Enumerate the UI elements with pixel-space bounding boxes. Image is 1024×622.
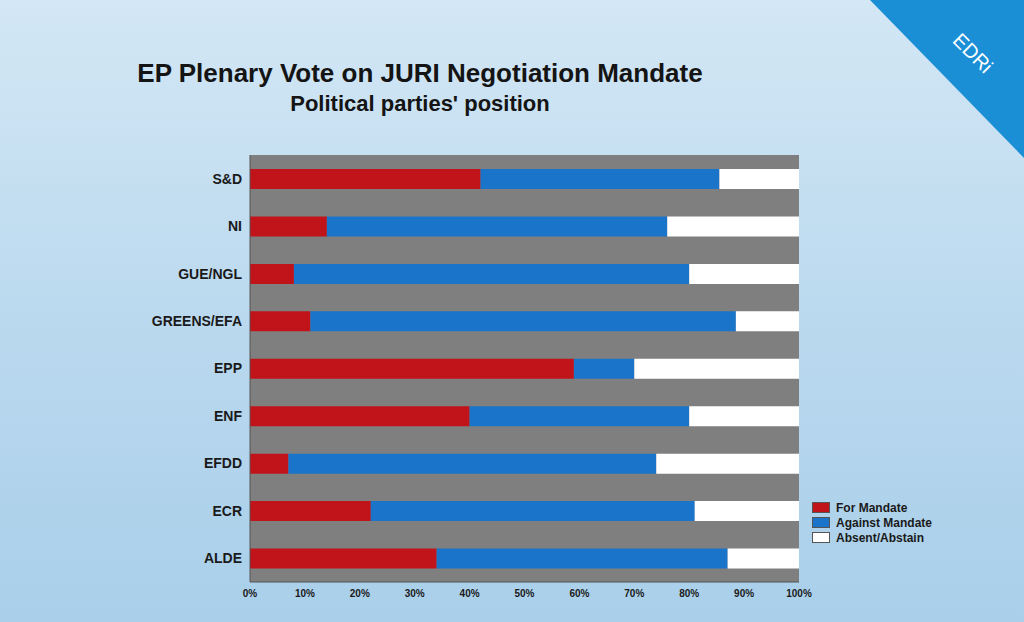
svg-text:NI: NI [228, 218, 242, 234]
svg-text:40%: 40% [460, 588, 480, 599]
svg-text:EPP: EPP [214, 360, 242, 376]
svg-text:70%: 70% [624, 588, 644, 599]
html-text:EP Plenary Vote on JURI Negoti: EP Plenary Vote on JURI Negotiation Mand… [137, 58, 703, 88]
html-text:Political parties' position: Political parties' position [290, 91, 550, 116]
svg-text:ALDE: ALDE [204, 550, 242, 566]
svg-text:10%: 10% [295, 588, 315, 599]
svg-text:50%: 50% [514, 588, 534, 599]
svg-text:30%: 30% [405, 588, 425, 599]
svg-text:EDRi: EDRi [949, 29, 998, 78]
svg-text:ENF: ENF [214, 408, 242, 424]
svg-text:80%: 80% [679, 588, 699, 599]
svg-text:S&D: S&D [212, 171, 242, 187]
svg-text:90%: 90% [734, 588, 754, 599]
svg-text:GREENS/EFA: GREENS/EFA [152, 313, 242, 329]
svg-text:EFDD: EFDD [204, 455, 242, 471]
svg-text:GUE/NGL: GUE/NGL [178, 266, 242, 282]
svg-text:60%: 60% [569, 588, 589, 599]
svg-text:20%: 20% [350, 588, 370, 599]
svg-text:ECR: ECR [212, 503, 242, 519]
html-text:For Mandate: For Mandate [836, 500, 908, 515]
html-text:Absent/Abstain: Absent/Abstain [836, 530, 924, 545]
html-text:Against Mandate: Against Mandate [836, 515, 932, 530]
svg-text:100%: 100% [786, 588, 812, 599]
svg-text:0%: 0% [243, 588, 258, 599]
